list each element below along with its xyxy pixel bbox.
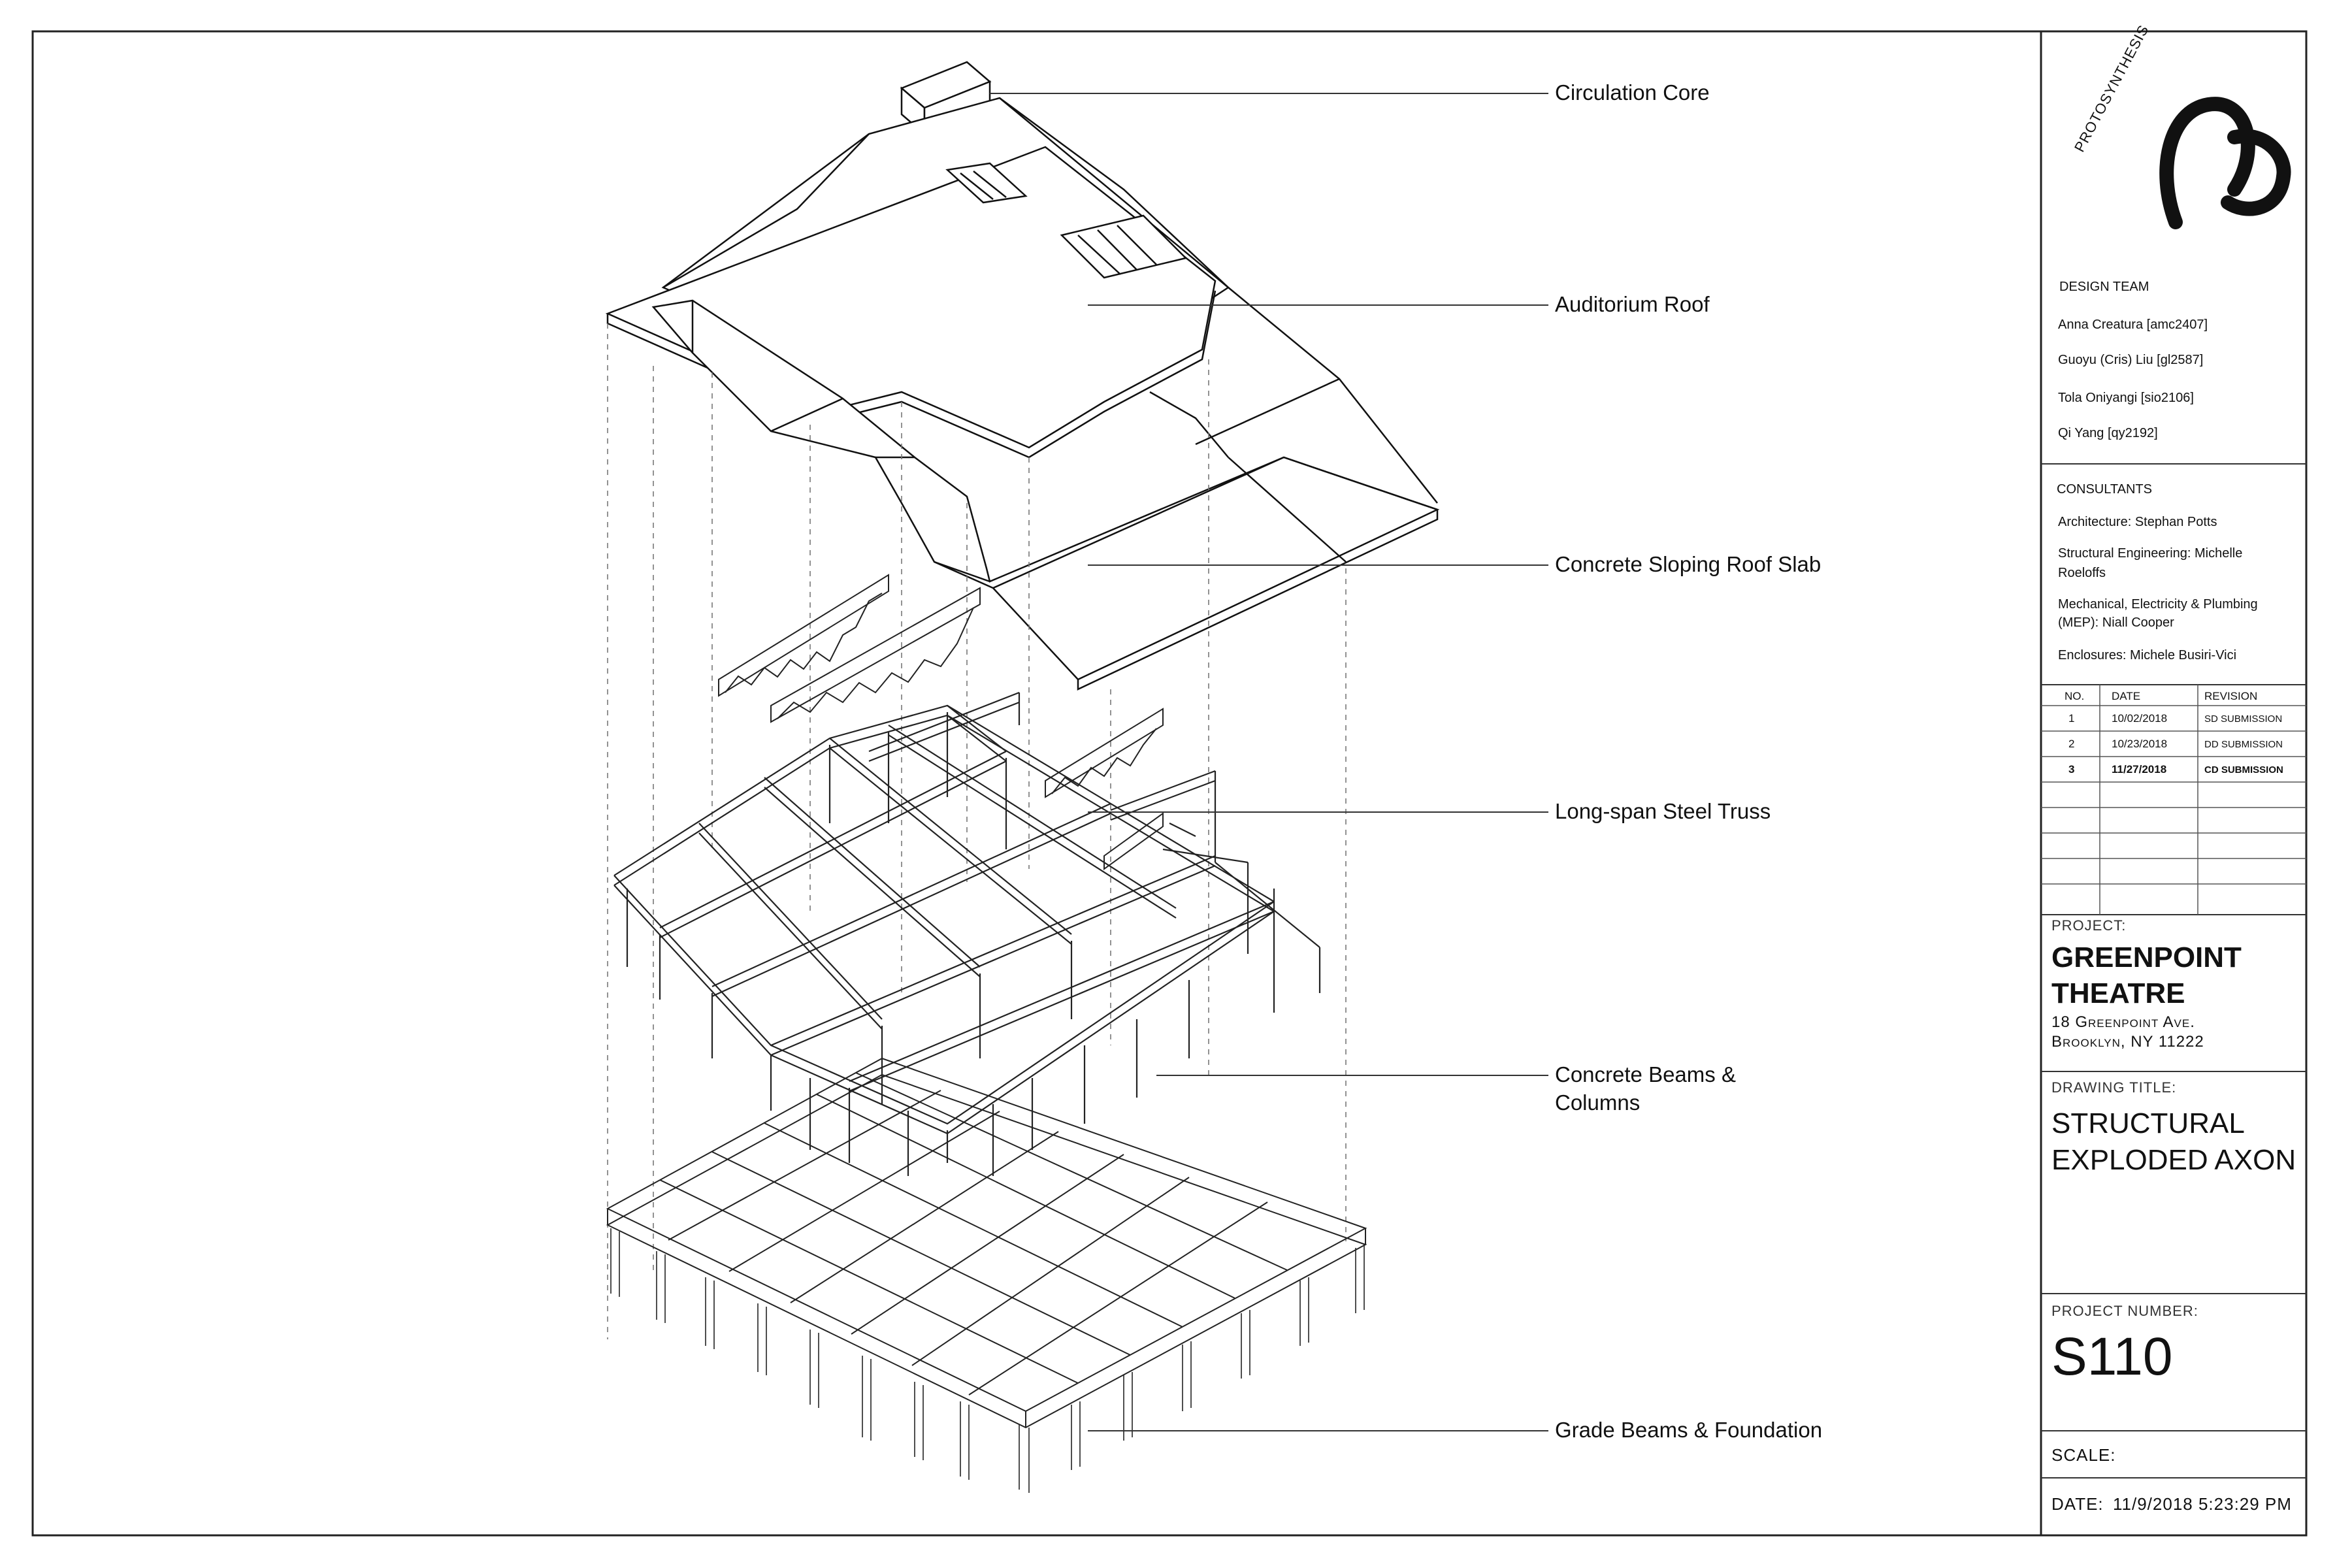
callout-beams-columns-line1: Concrete Beams &	[1555, 1062, 1736, 1086]
steel-truss-geometry	[718, 574, 1164, 870]
project-number-label: PROJECT NUMBER:	[2051, 1303, 2198, 1319]
project-name-line1: GREENPOINT	[2051, 941, 2242, 973]
revision-row-desc: DD SUBMISSION	[2204, 739, 2283, 750]
date-label: DATE:	[2051, 1494, 2104, 1514]
revision-row-desc: CD SUBMISSION	[2204, 764, 2283, 776]
revision-row-no: 1	[2068, 712, 2075, 725]
sloping-roof-slab-geometry	[651, 287, 1440, 691]
consultants-heading: CONSULTANTS	[2057, 482, 2152, 497]
consultant-architecture: Architecture: Stephan Potts	[2058, 515, 2217, 529]
callout-steel-truss: Long-span Steel Truss	[1555, 799, 1771, 823]
revision-header-revision: REVISION	[2204, 690, 2258, 702]
design-team-member: Anna Creatura [amc2407]	[2058, 318, 2208, 332]
revision-row-no: 2	[2068, 738, 2075, 750]
project-address-line1: 18 Greenpoint Ave.	[2051, 1013, 2195, 1031]
design-team-member: Tola Oniyangi [sio2106]	[2058, 391, 2194, 405]
project-label: PROJECT:	[2051, 917, 2127, 934]
consultant-enclosures: Enclosures: Michele Busiri-Vici	[2058, 648, 2237, 662]
revision-row-date: 10/02/2018	[2112, 712, 2168, 725]
drawing-title-line2: EXPLODED AXON	[2051, 1144, 2296, 1176]
revision-header-date: DATE	[2112, 690, 2141, 702]
project-number: S110	[2051, 1327, 2173, 1386]
callout-leaders	[990, 93, 1548, 1431]
project-address-line2: Brooklyn, NY 11222	[2051, 1033, 2204, 1051]
design-team-member: Guoyu (Cris) Liu [gl2587]	[2058, 353, 2204, 367]
design-team-member: Qi Yang [qy2192]	[2058, 426, 2158, 440]
callout-grade-beams: Grade Beams & Foundation	[1555, 1418, 1823, 1442]
scale-label: SCALE:	[2051, 1445, 2116, 1465]
revision-row-desc: SD SUBMISSION	[2204, 713, 2283, 725]
date-value: 11/9/2018 5:23:29 PM	[2113, 1494, 2292, 1514]
protosynthesis-logo	[2159, 97, 2291, 229]
design-team-heading: DESIGN TEAM	[2059, 280, 2149, 294]
auditorium-roof-geometry	[605, 97, 1230, 459]
sheet-border	[31, 30, 2308, 1537]
consultant-mep: (MEP): Niall Cooper	[2058, 615, 2174, 630]
consultant-structural: Roeloffs	[2058, 566, 2106, 580]
revision-row-date: 10/23/2018	[2112, 738, 2168, 750]
revision-table-grid	[2041, 685, 2306, 915]
drawing-title-label: DRAWING TITLE:	[2051, 1079, 2177, 1096]
callout-circulation-core: Circulation Core	[1555, 80, 1710, 105]
callout-beams-columns-line2: Columns	[1555, 1090, 1641, 1115]
concrete-frame-geometry	[613, 691, 1321, 1176]
alignment-dashes	[607, 323, 1347, 1339]
revision-row-date: 11/27/2018	[2112, 763, 2167, 776]
consultant-structural: Structural Engineering: Michelle	[2058, 546, 2243, 561]
callout-sloping-roof-slab: Concrete Sloping Roof Slab	[1555, 552, 1821, 576]
consultant-mep: Mechanical, Electricity & Plumbing	[2058, 597, 2258, 612]
title-block-lines	[2041, 463, 2306, 1478]
project-name-line2: THEATRE	[2051, 977, 2185, 1009]
revision-header-no: NO.	[2065, 690, 2085, 702]
revision-row-no: 3	[2068, 763, 2075, 776]
foundation-geometry	[606, 1057, 1367, 1493]
callout-auditorium-roof: Auditorium Roof	[1555, 292, 1710, 316]
drawing-title-line1: STRUCTURAL	[2051, 1107, 2245, 1139]
